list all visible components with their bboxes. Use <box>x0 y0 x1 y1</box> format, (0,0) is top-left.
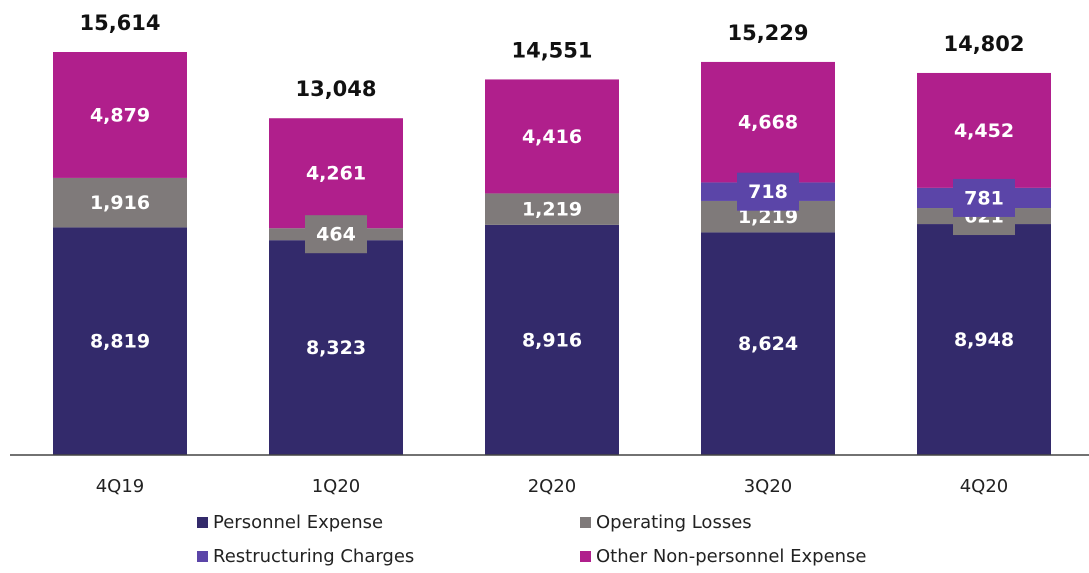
segment-label: 464 <box>316 224 356 246</box>
legend-label: Other Non-personnel Expense <box>596 546 867 567</box>
legend-swatch <box>197 517 208 528</box>
legend-swatch <box>580 517 591 528</box>
legend-label: Restructuring Charges <box>213 546 414 567</box>
x-tick-label: 4Q20 <box>960 476 1009 497</box>
segment-label: 4,416 <box>522 126 582 148</box>
bar-segment <box>917 72 1051 188</box>
segment-label: 8,624 <box>738 333 798 355</box>
bar-segment <box>701 61 835 183</box>
bar-segment <box>53 52 187 178</box>
legend-swatch <box>580 551 591 562</box>
bar-segment <box>701 232 835 455</box>
segment-label: 4,452 <box>954 120 1014 142</box>
total-label: 13,048 <box>295 77 376 101</box>
bar-segment <box>485 79 619 194</box>
bar-segment <box>485 193 619 225</box>
x-tick-label: 3Q20 <box>744 476 793 497</box>
bar-segment <box>269 240 403 455</box>
bar-segment <box>53 227 187 455</box>
segment-label: 1,219 <box>522 199 582 221</box>
x-tick-label: 1Q20 <box>312 476 361 497</box>
total-label: 15,229 <box>727 21 808 45</box>
x-tick-label: 4Q19 <box>96 476 145 497</box>
segment-label: 8,819 <box>90 331 150 353</box>
legend-label: Operating Losses <box>596 512 752 533</box>
bar-segment <box>269 118 403 229</box>
segment-label: 781 <box>964 187 1004 209</box>
label-bg <box>305 215 367 254</box>
segment-label: 8,916 <box>522 329 582 351</box>
x-tick-label: 2Q20 <box>528 476 577 497</box>
bar-segment <box>485 224 619 455</box>
bar-segment <box>53 177 187 228</box>
segment-label: 8,948 <box>954 329 1014 351</box>
total-label: 14,802 <box>943 32 1024 56</box>
segment-label: 8,323 <box>306 337 366 359</box>
segment-label: 4,879 <box>90 104 150 126</box>
segment-label: 1,916 <box>90 192 150 214</box>
legend-label: Personnel Expense <box>213 512 383 533</box>
segment-label: 4,668 <box>738 112 798 134</box>
total-label: 14,551 <box>511 38 592 62</box>
label-bg <box>737 172 799 211</box>
legend-swatch <box>197 551 208 562</box>
bar-segment <box>917 224 1051 455</box>
segment-label: 1,219 <box>738 206 798 228</box>
segment-label: 718 <box>748 181 788 203</box>
label-bg <box>953 178 1015 217</box>
total-label: 15,614 <box>79 11 160 35</box>
segment-label: 4,261 <box>306 163 366 185</box>
